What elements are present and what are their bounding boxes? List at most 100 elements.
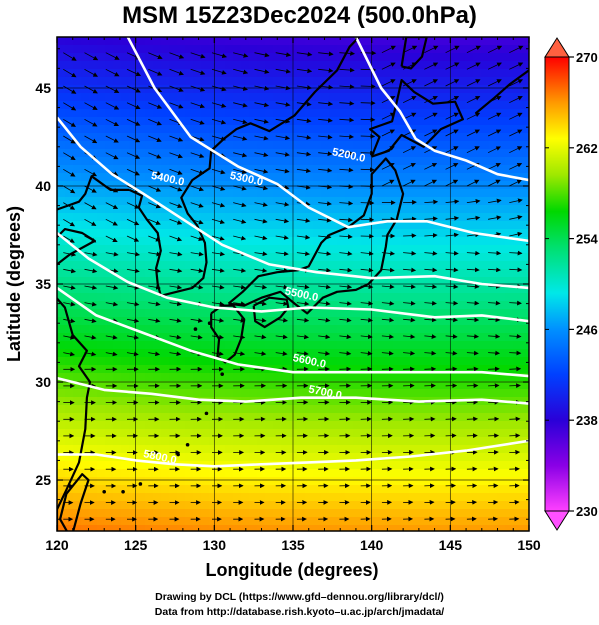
wind-arrow [318, 284, 331, 290]
wind-arrow [445, 199, 460, 205]
wind-arrow [318, 151, 333, 157]
wind-arrow [339, 217, 353, 223]
wind-arrow [211, 185, 226, 191]
wind-arrow [509, 449, 521, 455]
wind-arrow [254, 68, 270, 74]
wind-arrow [63, 268, 76, 274]
credit-drawing: Drawing by DCL (https://www.gfd–dennou.o… [155, 591, 444, 603]
wind-arrow [509, 129, 523, 137]
wind-arrow [190, 85, 206, 92]
wind-arrow [487, 129, 502, 137]
y-axis-label: Latitude (degrees) [4, 206, 24, 362]
wind-arrow [190, 334, 203, 340]
wind-arrow [296, 51, 313, 57]
wind-arrow [339, 84, 355, 90]
wind-arrow [190, 168, 205, 175]
wind-arrow [403, 267, 417, 273]
wind-arrow [381, 146, 395, 154]
x-tick-label: 120 [45, 537, 69, 553]
coastline-3 [227, 157, 405, 315]
wind-arrow [275, 284, 289, 290]
coastline-8 [57, 228, 96, 266]
wind-arrow [254, 168, 269, 174]
wind-arrow [190, 68, 206, 75]
wind-arrow [318, 301, 331, 306]
wind-arrow [190, 118, 205, 125]
wind-arrow [424, 62, 439, 70]
x-axis-label: Longitude (degrees) [205, 560, 378, 580]
wind-arrow [296, 284, 310, 290]
wind-arrow [105, 152, 119, 160]
island-dot [193, 327, 198, 331]
wind-arrow [381, 96, 396, 104]
wind-arrow [254, 351, 267, 356]
wind-arrow [403, 317, 416, 323]
wind-arrow [254, 218, 268, 224]
wind-arrow [84, 52, 99, 61]
wind-arrow [445, 267, 459, 273]
wind-arrow [488, 317, 501, 323]
contour-line [57, 286, 529, 378]
wind-arrow [296, 184, 311, 190]
coastline-6 [59, 473, 90, 531]
wind-arrow [403, 350, 416, 356]
island-dot [204, 411, 209, 416]
wind-arrow [318, 334, 331, 340]
wind-arrow [466, 215, 481, 221]
wind-arrow [148, 284, 161, 290]
wind-arrow [487, 146, 502, 154]
wind-arrow [424, 146, 438, 154]
wind-arrow [84, 251, 98, 257]
wind-arrow [381, 251, 395, 256]
wind-arrow [169, 135, 184, 142]
wind-arrow [318, 184, 333, 190]
wind-arrow [488, 449, 499, 455]
wind-arrow [381, 317, 395, 323]
wind-arrow [84, 85, 98, 94]
wind-arrow [148, 152, 162, 159]
wind-arrow [169, 351, 182, 357]
wind-arrow [190, 152, 205, 159]
wind-arrow [254, 284, 268, 290]
wind-arrow [381, 45, 396, 54]
wind-arrow [339, 334, 352, 340]
wind-arrow [424, 334, 437, 339]
wind-arrow [126, 68, 142, 76]
wind-arrow [360, 167, 375, 173]
wind-arrow [190, 185, 204, 192]
wind-arrow [466, 300, 480, 306]
wind-arrow [402, 129, 417, 137]
wind-arrow [105, 85, 120, 93]
wind-arrow [63, 185, 76, 194]
wind-arrow [233, 284, 246, 290]
wind-arrow [63, 68, 77, 78]
wind-arrow [233, 334, 246, 340]
wind-arrow [84, 268, 98, 274]
wind-arrow [360, 100, 376, 106]
wind-arrow [360, 267, 374, 273]
wind-arrow [211, 251, 225, 257]
island-dot [185, 442, 190, 447]
wind-arrow [275, 152, 290, 157]
wind-arrow [211, 135, 226, 142]
wind-arrow [466, 96, 481, 104]
wind-arrow [63, 301, 76, 307]
wind-arrow [254, 185, 269, 191]
wind-arrow [402, 45, 418, 54]
wind-arrow [211, 284, 225, 290]
wind-arrow [84, 285, 98, 290]
wind-arrow [445, 250, 459, 256]
wind-arrow [488, 499, 499, 505]
wind-arrow [445, 45, 460, 54]
wind-arrow [339, 150, 354, 156]
wind-arrow [211, 334, 224, 340]
wind-arrow [360, 200, 375, 206]
wind-arrow [169, 185, 183, 192]
colorbar-tick-label: 230 [576, 504, 598, 519]
wind-arrow [466, 62, 481, 70]
wind-arrow [339, 167, 354, 173]
wind-arrow [233, 52, 249, 58]
wind-arrow [63, 318, 76, 324]
wind-arrow [211, 118, 227, 125]
wind-arrow [360, 183, 375, 189]
